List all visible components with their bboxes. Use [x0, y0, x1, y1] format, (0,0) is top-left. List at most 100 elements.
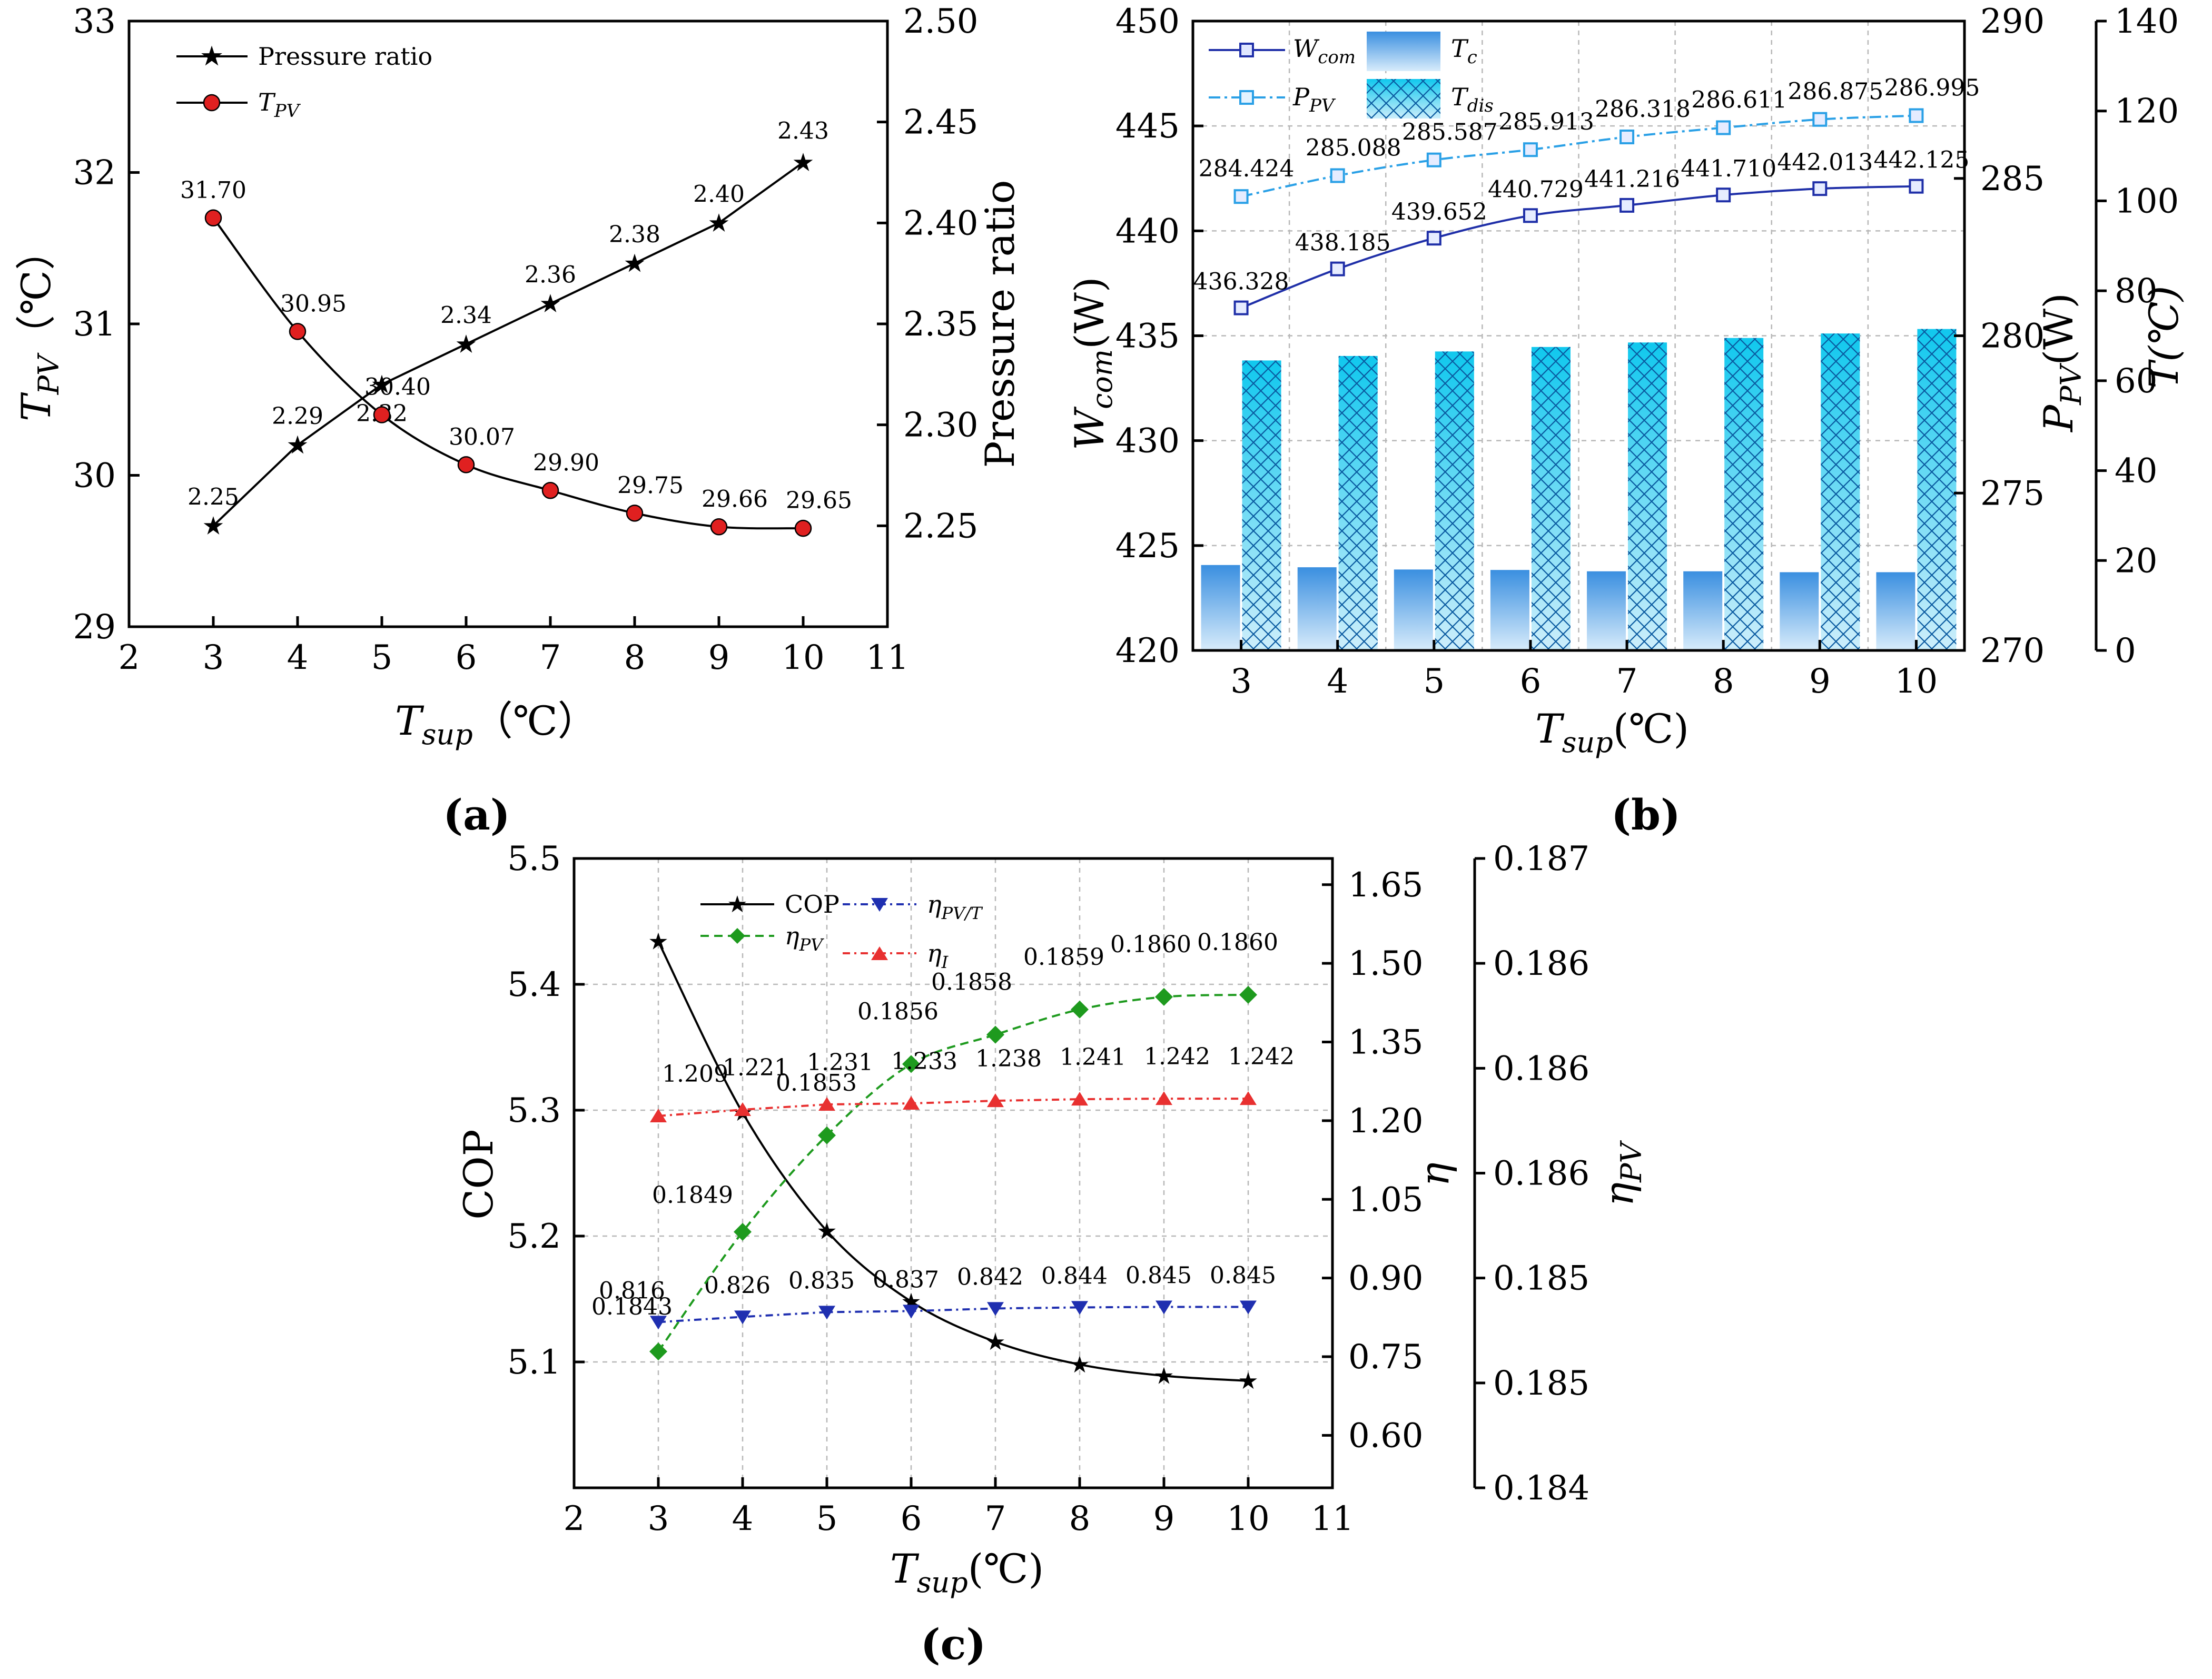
diamond-marker	[729, 928, 745, 944]
eta-i-point	[1071, 1092, 1088, 1106]
x-tick-label: 2	[564, 1499, 585, 1538]
eta-pvt-point	[1240, 1300, 1257, 1315]
y-left-tick-label: 445	[1115, 107, 1180, 146]
tdis-bar-hatch	[1338, 355, 1378, 650]
wcom-label: 439.652	[1391, 199, 1487, 225]
y-right2-tick-label: 0.187	[1493, 840, 1589, 878]
panel-c-series: ★★★★★★★★0.8160.8260.8350.8370.8420.8440.…	[591, 929, 1295, 1395]
tpv-point	[373, 406, 391, 423]
panel-c-xlabel: Tsup(℃)	[890, 1545, 1044, 1599]
eta-i-label: 1.242	[1228, 1043, 1295, 1070]
tc-bar	[1490, 570, 1529, 650]
eta-pv-point	[649, 1342, 667, 1361]
circle-marker	[203, 94, 221, 112]
y-right1-tick-label: 1.20	[1348, 1102, 1424, 1141]
pressure-ratio-point: ★	[708, 210, 729, 236]
ppv-label: 286.318	[1595, 96, 1691, 123]
eta-pvt-label: 0.835	[788, 1267, 855, 1294]
pressure-ratio-line	[212, 161, 804, 527]
panel-b-bars	[1201, 329, 1957, 650]
tc-bar	[1780, 572, 1819, 650]
panel-b-axes: 3 4 5 6 7 8 9 10 420 425 430 435 440 445 450 270 275 280 2…	[1115, 2, 2179, 701]
x-tick-label: 8	[1713, 662, 1734, 701]
cop-point: ★	[648, 929, 668, 955]
ppv-line	[1241, 114, 1917, 198]
ppv-point	[1909, 108, 1924, 123]
x-tick-label: 11	[1311, 1499, 1354, 1538]
y-left-tick-label: 31	[73, 305, 116, 344]
y-left-tick-label: 5.2	[507, 1217, 561, 1256]
wcom-label: 441.216	[1584, 166, 1680, 193]
pressure-ratio-label: 2.25	[187, 483, 239, 510]
y-right1-tick-label: 275	[1980, 474, 2045, 513]
eta-i-point	[1240, 1091, 1257, 1105]
eta-pvt-label: 0.816	[599, 1277, 665, 1304]
x-tick-label: 4	[287, 638, 309, 677]
wcom-label: 441.710	[1681, 155, 1776, 182]
ppv-point	[1523, 142, 1538, 157]
cop-point: ★	[1153, 1362, 1174, 1389]
ppv-point	[1233, 189, 1249, 204]
tc-bar	[1683, 571, 1723, 650]
x-tick-label: 11	[866, 638, 908, 677]
y-left-tick-label: 450	[1115, 2, 1180, 41]
eta-i-point	[987, 1093, 1004, 1108]
eta-pvt-label: 0.837	[873, 1266, 939, 1293]
eta-pv-label: 0.1860	[1197, 929, 1278, 956]
panel-c-frame	[572, 857, 1334, 1489]
eta-i-label: 1.221	[723, 1054, 789, 1081]
x-tick-label: 5	[1423, 662, 1445, 701]
tdis-bar-hatch	[1917, 329, 1957, 650]
legend-wcom: Wcom	[1293, 34, 1356, 68]
tdis-bar-hatch	[1724, 338, 1764, 650]
y-right2-tick-label: 0.185	[1493, 1259, 1589, 1298]
y-right1-tick-label: 1.05	[1348, 1180, 1424, 1219]
y-right-tick-label: 2.40	[903, 204, 979, 243]
x-tick-label: 7	[1616, 662, 1638, 701]
panel-a-series: ★2.25★2.29★2.32★2.34★2.36★2.38★2.40★2.43…	[180, 117, 852, 539]
y-right-tick-label: 2.45	[903, 103, 979, 142]
pressure-ratio-point: ★	[203, 512, 223, 539]
panel-c-grid	[574, 858, 1332, 1488]
eta-pv-point	[818, 1126, 836, 1144]
ppv-label: 286.611	[1691, 86, 1787, 113]
y-left-tick-label: 5.5	[507, 840, 561, 878]
eta-pvt-label: 0.826	[704, 1272, 771, 1299]
cop-point: ★	[816, 1218, 837, 1245]
tc-bar	[1201, 565, 1240, 650]
ppv-point	[1330, 168, 1345, 183]
eta-pv-point	[1071, 1000, 1089, 1019]
eta-pv-point	[986, 1025, 1004, 1044]
y-left-tick-label: 435	[1115, 317, 1180, 356]
tc-bar	[1587, 571, 1626, 650]
eta-pvt-point	[987, 1302, 1004, 1316]
eta-pv-line	[657, 993, 1249, 1352]
wcom-label: 436.328	[1193, 269, 1289, 295]
x-tick-label: 3	[203, 638, 224, 677]
panel-c-axes: 2 3 4 5 6 7 8 9 10 11 5.1 5.2 5.3 5.4 5.5 0.60 0.75 0.90 1…	[507, 840, 1589, 1538]
wcom-point	[1523, 208, 1538, 223]
x-tick-label: 10	[1895, 662, 1938, 701]
eta-i-point	[734, 1102, 751, 1117]
y-right2-tick-label: 60	[2115, 362, 2157, 401]
eta-pv-point	[1155, 987, 1173, 1006]
y-right2-tick-label: 0.186	[1493, 1049, 1589, 1088]
eta-i-point	[1156, 1091, 1172, 1105]
tdis-bar-hatch	[1242, 360, 1281, 650]
ppv-label: 285.913	[1498, 108, 1594, 135]
x-tick-label: 5	[816, 1499, 838, 1538]
y-right2-tick-label: 0.184	[1493, 1469, 1589, 1508]
x-tick-label: 10	[782, 638, 824, 677]
y-right2-tick-label: 0.186	[1493, 944, 1589, 983]
y-right2-tick-label: 120	[2115, 92, 2179, 131]
tpv-line	[212, 217, 804, 530]
y-right1-tick-label: 0.75	[1348, 1338, 1424, 1377]
star-marker: ★	[727, 891, 747, 918]
triangle-down-marker	[871, 898, 888, 912]
eta-pv-label: 0.1853	[776, 1070, 857, 1097]
tdis-bar-hatch	[1821, 333, 1860, 650]
x-tick-label: 8	[624, 638, 646, 677]
panel-b-ylabel-right2: T(℃)	[2140, 285, 2187, 388]
pressure-ratio-label: 2.29	[272, 403, 323, 430]
